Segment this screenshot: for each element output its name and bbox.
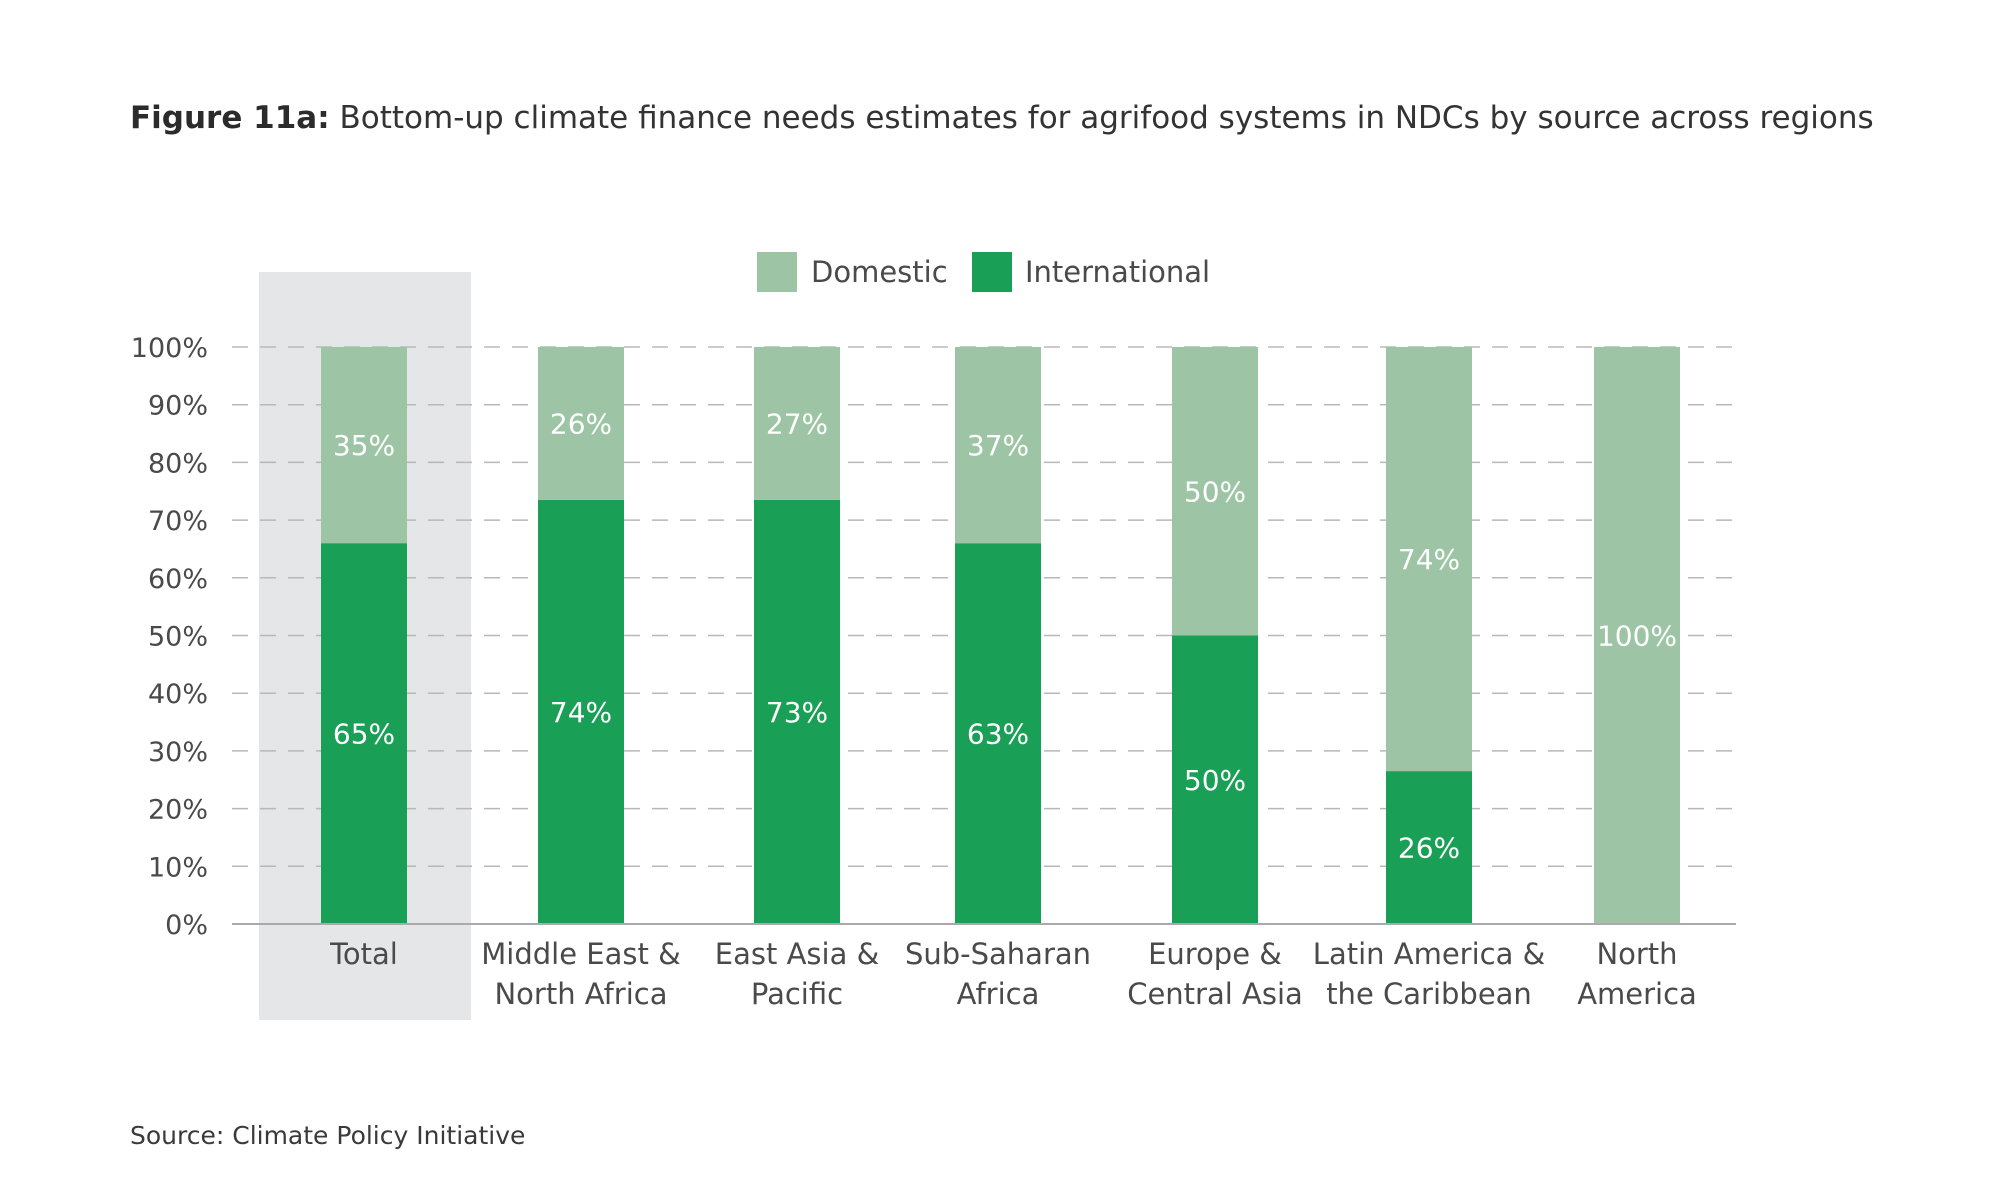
data-label-international: 50%	[1184, 764, 1246, 797]
x-category-label: America	[1577, 977, 1697, 1011]
y-tick-label: 70%	[148, 506, 208, 537]
bar-international	[754, 499, 840, 924]
data-label-domestic: 100%	[1597, 620, 1677, 653]
data-label-international: 74%	[550, 696, 612, 729]
y-tick-label: 0%	[165, 910, 208, 941]
data-label-domestic: 37%	[967, 429, 1029, 462]
data-label-domestic: 50%	[1184, 475, 1246, 508]
x-category-label: Total	[329, 937, 398, 971]
y-tick-label: 10%	[148, 852, 208, 883]
y-tick-label: 40%	[148, 679, 208, 710]
legend-swatch-international	[972, 252, 1012, 292]
y-tick-label: 100%	[131, 333, 208, 364]
data-label-international: 65%	[333, 718, 395, 751]
bar-domestic	[754, 347, 840, 500]
x-category-label: North Africa	[494, 977, 667, 1011]
x-category-label: Latin America &	[1313, 937, 1545, 971]
data-label-domestic: 27%	[766, 407, 828, 440]
figure-number: Figure 11a:	[130, 100, 330, 136]
y-tick-label: 50%	[148, 622, 208, 653]
bar-international	[955, 543, 1041, 924]
legend-label-international: International	[1025, 255, 1210, 289]
data-label-international: 63%	[967, 718, 1029, 751]
chart-title: Figure 11a: Bottom-up climate finance ne…	[130, 100, 1874, 136]
data-label-domestic: 26%	[550, 407, 612, 440]
x-category-label: Middle East &	[481, 937, 680, 971]
bar-international	[321, 543, 407, 924]
y-tick-label: 60%	[148, 564, 208, 595]
data-label-international: 26%	[1398, 832, 1460, 865]
y-tick-label: 90%	[148, 391, 208, 422]
x-category-label: Pacific	[751, 977, 843, 1011]
bar-domestic	[955, 347, 1041, 544]
x-category-label: North	[1596, 937, 1677, 971]
bar-international	[1172, 635, 1258, 924]
y-tick-label: 80%	[148, 448, 208, 479]
bar-domestic	[1172, 347, 1258, 636]
y-tick-label: 30%	[148, 737, 208, 768]
legend-label-domestic: Domestic	[811, 255, 948, 289]
x-category-label: the Caribbean	[1326, 977, 1532, 1011]
x-category-label: Africa	[957, 977, 1040, 1011]
data-label-international: 73%	[766, 696, 828, 729]
x-category-label: East Asia &	[715, 937, 879, 971]
bar-domestic	[1386, 347, 1472, 772]
legend-swatch-domestic	[757, 252, 797, 292]
x-category-label: Central Asia	[1127, 977, 1303, 1011]
bar-domestic	[321, 347, 407, 544]
source-note: Source: Climate Policy Initiative	[130, 1121, 526, 1150]
data-label-domestic: 35%	[333, 429, 395, 462]
data-label-domestic: 74%	[1398, 543, 1460, 576]
x-category-label: Sub-Saharan	[905, 937, 1091, 971]
x-category-label: Europe &	[1148, 937, 1282, 971]
bar-domestic	[1594, 347, 1680, 924]
y-tick-label: 20%	[148, 795, 208, 826]
figure-caption: Bottom-up climate finance needs estimate…	[339, 100, 1874, 136]
bar-international	[538, 499, 624, 924]
bar-international	[1386, 771, 1472, 924]
bar-domestic	[538, 347, 624, 500]
